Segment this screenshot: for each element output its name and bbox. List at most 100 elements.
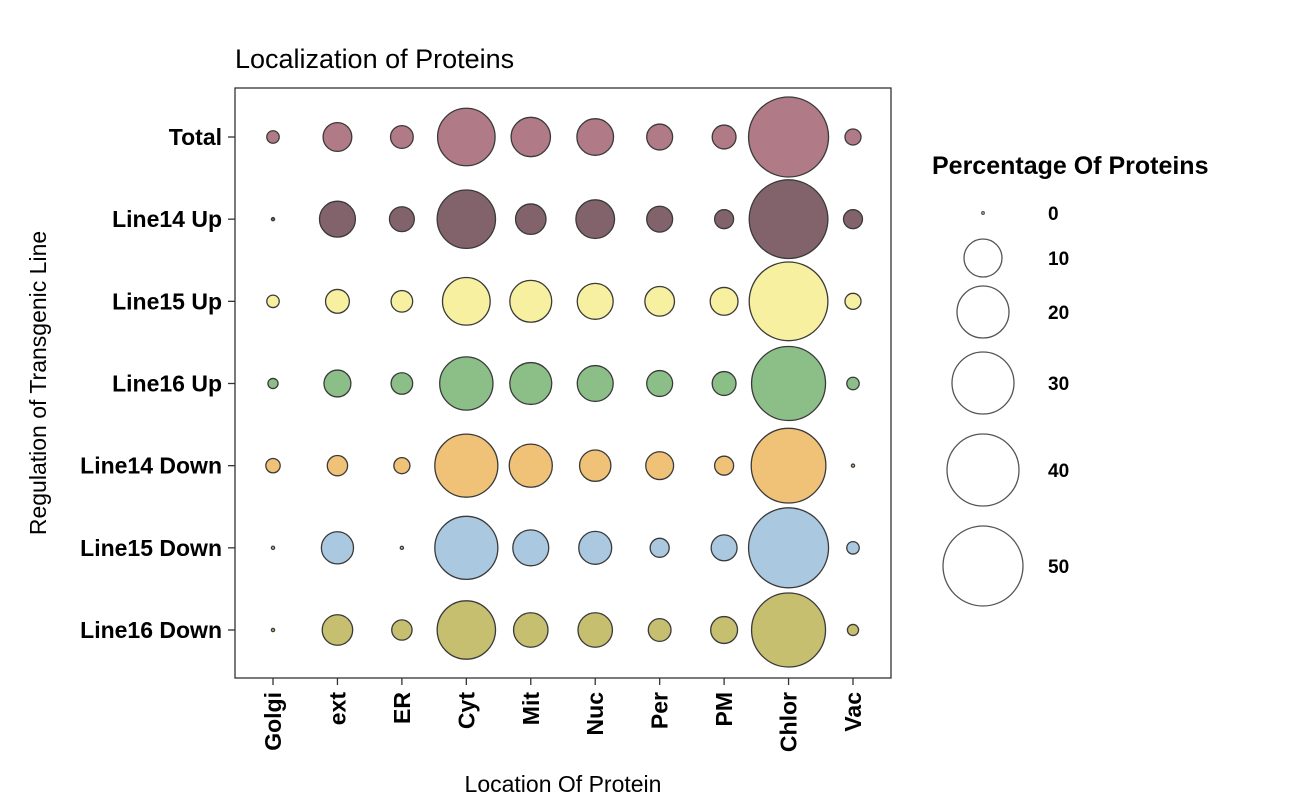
bubble-line16-down-vac [846,623,860,637]
bubble-line14-up-pm [713,209,735,230]
bubble-line16-down-er [391,619,413,641]
bubble-line14-up-chlor [748,179,829,260]
legend-label-50: 50 [1048,557,1069,578]
bubble-line15-down-pm [710,534,738,562]
bubble-line16-down-nuc [577,612,614,648]
legend-key-20 [956,285,1010,339]
y-tick-label-line16-up: Line16 Up [112,371,222,397]
bubble-line14-down-per [645,451,675,481]
legend-label-40: 40 [1048,461,1069,482]
y-tick-label-line15-down: Line15 Down [80,535,222,561]
legend-title: Percentage Of Proteins [932,152,1208,180]
y-axis-title: Regulation of Transgenic Line [25,231,51,535]
bubble-line16-up-cyt [439,356,494,411]
bubble-total-golgi [266,130,280,144]
bubble-line16-up-golgi [267,377,279,390]
x-tick-label-ext: ext [324,692,350,726]
bubble-line16-down-chlor [750,592,827,668]
bubble-line16-down-pm [710,615,739,645]
bubble-line15-up-per [644,285,676,317]
bubble-line15-down-golgi [270,545,276,551]
y-tick-label-line16-down: Line16 Down [80,617,222,643]
bubble-total-pm [711,124,737,150]
bubble-line14-down-pm [713,455,735,476]
bubble-line14-up-mit [514,203,547,236]
bubble-line14-down-cyt [434,433,499,498]
y-tick-label-line14-up: Line14 Up [112,206,222,232]
bubble-line14-down-ext [326,454,349,477]
bubble-line15-up-ext [324,288,351,314]
bubble-line15-up-nuc [576,282,614,320]
x-tick-label-pm: PM [711,692,737,727]
y-tick-label-line15-up: Line15 Up [112,288,222,314]
chart-title: Localization of Proteins [235,44,514,74]
bubble-line16-down-mit [512,612,549,648]
bubble-total-mit [510,116,552,158]
legend-key-0 [981,211,985,215]
bubble-line16-up-mit [509,361,553,406]
bubble-line14-down-mit [508,443,553,488]
bubble-total-per [646,123,674,151]
bubble-total-er [389,124,414,150]
bubble-line15-down-nuc [578,530,613,565]
x-tick-label-er: ER [389,692,415,724]
y-tick-label-line14-down: Line14 Down [80,453,222,479]
bubble-line14-up-er [388,206,415,233]
x-tick-label-vac: Vac [840,692,866,732]
bubble-line15-down-cyt [434,515,499,581]
legend-key-40 [946,433,1020,507]
bubble-total-chlor [747,96,830,178]
legend-label-0: 0 [1048,204,1059,225]
bubble-line14-up-ext [318,200,357,238]
bubble-line16-up-nuc [576,364,614,403]
bubble-line16-down-cyt [436,600,497,660]
bubble-line14-down-er [393,456,411,475]
x-tick-label-per: Per [647,692,673,729]
bubble-total-cyt [436,107,496,167]
legend-key-50 [942,525,1024,607]
bubble-line14-down-nuc [578,449,612,482]
bubble-total-nuc [576,118,615,156]
bubble-line15-up-golgi [266,294,280,309]
x-axis-title: Location Of Protein [465,771,662,797]
bubble-line15-up-er [390,289,414,313]
bubble-line15-up-mit [509,279,553,323]
bubble-line14-up-vac [842,209,864,230]
bubble-line16-down-golgi [270,627,276,633]
size-legend: Percentage Of Proteins 0 10 20 30 40 50 [932,152,1208,607]
legend-label-30: 30 [1048,374,1069,395]
bubble-line15-up-pm [709,286,739,316]
legend-key-30 [951,351,1015,415]
legend-key-10 [963,238,1003,278]
y-axis: Total Line14 Up Line15 Up Line16 Up Line14 D… [80,124,235,643]
y-tick-label-total: Total [169,124,222,150]
bubble-line14-down-vac [850,463,856,468]
bubble-line15-down-er [399,545,405,551]
bubble-line16-down-ext [321,614,354,646]
bubble-line14-down-golgi [265,457,281,474]
bubble-line15-down-mit [512,529,550,567]
x-tick-label-chlor: Chlor [776,692,802,752]
bubble-line14-down-chlor [750,427,827,504]
x-tick-label-cyt: Cyt [453,692,479,729]
bubble-layer [265,96,864,668]
bubble-line16-up-vac [846,376,860,391]
legend-keys: 0 10 20 30 40 50 [942,204,1069,607]
legend-label-10: 10 [1048,249,1069,270]
bubble-line15-down-ext [320,531,355,565]
bubble-line15-down-chlor [747,507,830,589]
bubble-line16-down-per [647,617,672,643]
bubble-line15-up-cyt [441,276,491,326]
bubble-line14-up-per [646,205,674,233]
bubble-line14-up-cyt [436,189,497,249]
bubble-line15-up-vac [844,292,862,311]
bubble-line16-up-ext [323,369,352,398]
bubble-line16-up-per [646,369,674,398]
bubble-line16-up-er [390,372,414,395]
bubble-line16-up-pm [711,370,737,397]
bubble-line15-down-vac [846,540,860,555]
bubble-total-ext [322,121,353,153]
bubble-total-vac [844,128,862,146]
x-tick-label-golgi: Golgi [260,692,286,751]
